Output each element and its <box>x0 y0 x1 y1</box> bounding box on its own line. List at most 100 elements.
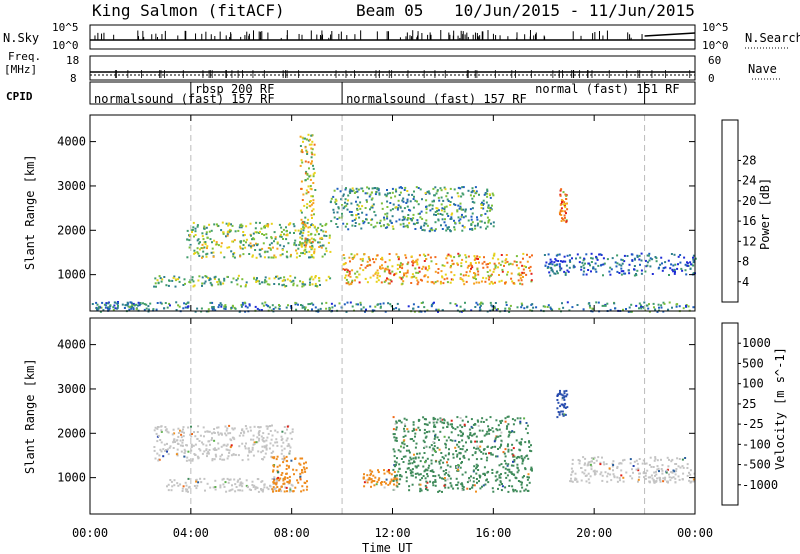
heatmap-cell <box>160 450 163 453</box>
heatmap-cell <box>600 254 603 256</box>
heatmap-cell <box>227 224 230 227</box>
heatmap-cell <box>167 284 170 287</box>
heatmap-cell <box>463 226 466 229</box>
heatmap-cell <box>254 486 257 489</box>
heatmap-cell <box>393 433 396 436</box>
heatmap-cell <box>224 304 227 307</box>
heatmap-cell <box>281 253 284 256</box>
heatmap-cell <box>233 427 236 430</box>
heatmap-cell <box>505 427 508 430</box>
heatmap-cell <box>644 472 647 475</box>
heatmap-cell <box>342 268 345 271</box>
heatmap-cell <box>591 307 594 310</box>
heatmap-cell <box>230 444 233 447</box>
heatmap-cell <box>313 250 316 253</box>
colorbar-tick-label: 24 <box>742 174 756 188</box>
heatmap-cell <box>276 465 279 468</box>
heatmap-cell <box>337 206 340 209</box>
heatmap-cell <box>309 277 312 280</box>
heatmap-cell <box>504 417 507 420</box>
heatmap-cell <box>373 480 376 482</box>
heatmap-cell <box>308 250 311 253</box>
heatmap-cell <box>511 485 514 488</box>
heatmap-cell <box>564 402 567 405</box>
heatmap-cell <box>606 480 609 483</box>
heatmap-cell <box>402 446 405 449</box>
heatmap-cell <box>446 198 449 201</box>
heatmap-cell <box>377 187 380 190</box>
heatmap-cell <box>513 455 516 458</box>
heatmap-cell <box>197 457 200 460</box>
heatmap-cell <box>304 179 307 182</box>
colorbar-tick-label: 12 <box>742 234 756 248</box>
heatmap-cell <box>454 203 457 206</box>
heatmap-cell <box>512 473 515 476</box>
heatmap-cell <box>269 248 272 251</box>
heatmap-cell <box>201 441 203 444</box>
heatmap-cell <box>446 226 449 229</box>
heatmap-cell <box>452 427 455 430</box>
heatmap-cell <box>291 428 294 431</box>
heatmap-cell <box>412 457 415 460</box>
heatmap-cell <box>195 479 198 481</box>
heatmap-cell <box>137 301 140 304</box>
heatmap-cell <box>414 432 417 435</box>
heatmap-cell <box>328 236 331 239</box>
heatmap-cell <box>404 434 407 437</box>
heatmap-cell <box>436 207 439 210</box>
heatmap-cell <box>456 263 459 266</box>
heatmap-cell <box>251 238 253 241</box>
heatmap-cell <box>490 208 493 211</box>
heatmap-cell <box>262 242 265 245</box>
heatmap-cell <box>403 207 406 210</box>
heatmap-cell <box>225 235 227 238</box>
heatmap-cell <box>480 440 483 443</box>
heatmap-cell <box>393 471 396 473</box>
heatmap-cell <box>519 422 522 425</box>
heatmap-cell <box>663 478 666 481</box>
heatmap-cell <box>508 434 511 437</box>
heatmap-cell <box>406 218 409 221</box>
heatmap-cell <box>398 256 400 259</box>
heatmap-cell <box>294 276 297 279</box>
heatmap-cell <box>389 480 392 483</box>
heatmap-cell <box>554 258 557 261</box>
heatmap-cell <box>559 266 562 269</box>
heatmap-cell <box>509 262 512 265</box>
heatmap-cell <box>353 192 356 194</box>
heatmap-cell <box>554 272 557 275</box>
heatmap-cell <box>272 308 275 310</box>
heatmap-cell <box>197 425 200 428</box>
heatmap-cell <box>414 267 417 270</box>
heatmap-cell <box>603 463 606 466</box>
heatmap-cell <box>442 199 445 202</box>
heatmap-cell <box>321 244 324 247</box>
heatmap-cell <box>638 458 641 460</box>
heatmap-cell <box>559 260 562 263</box>
heatmap-cell <box>388 259 391 262</box>
nsearch-tick-top: 10^5 <box>702 21 729 34</box>
heatmap-cell <box>406 271 409 274</box>
heatmap-cell <box>338 216 341 219</box>
heatmap-cell <box>677 255 680 258</box>
heatmap-cell <box>421 267 424 270</box>
heatmap-cell <box>478 193 480 196</box>
heatmap-cell <box>519 261 522 264</box>
heatmap-cell <box>364 310 366 313</box>
heatmap-cell <box>526 305 529 308</box>
heatmap-cell <box>561 210 564 213</box>
heatmap-cell <box>220 242 223 245</box>
heatmap-cell <box>285 255 288 258</box>
heatmap-cell <box>610 268 613 271</box>
heatmap-cell <box>417 281 420 284</box>
heatmap-cell <box>692 478 695 481</box>
heatmap-cell <box>261 281 264 284</box>
heatmap-cell <box>384 279 387 282</box>
heatmap-cell <box>413 275 416 278</box>
heatmap-cell <box>671 458 674 461</box>
heatmap-cell <box>430 462 433 465</box>
heatmap-cell <box>205 233 208 236</box>
heatmap-cell <box>412 217 415 220</box>
heatmap-cell <box>469 487 471 490</box>
